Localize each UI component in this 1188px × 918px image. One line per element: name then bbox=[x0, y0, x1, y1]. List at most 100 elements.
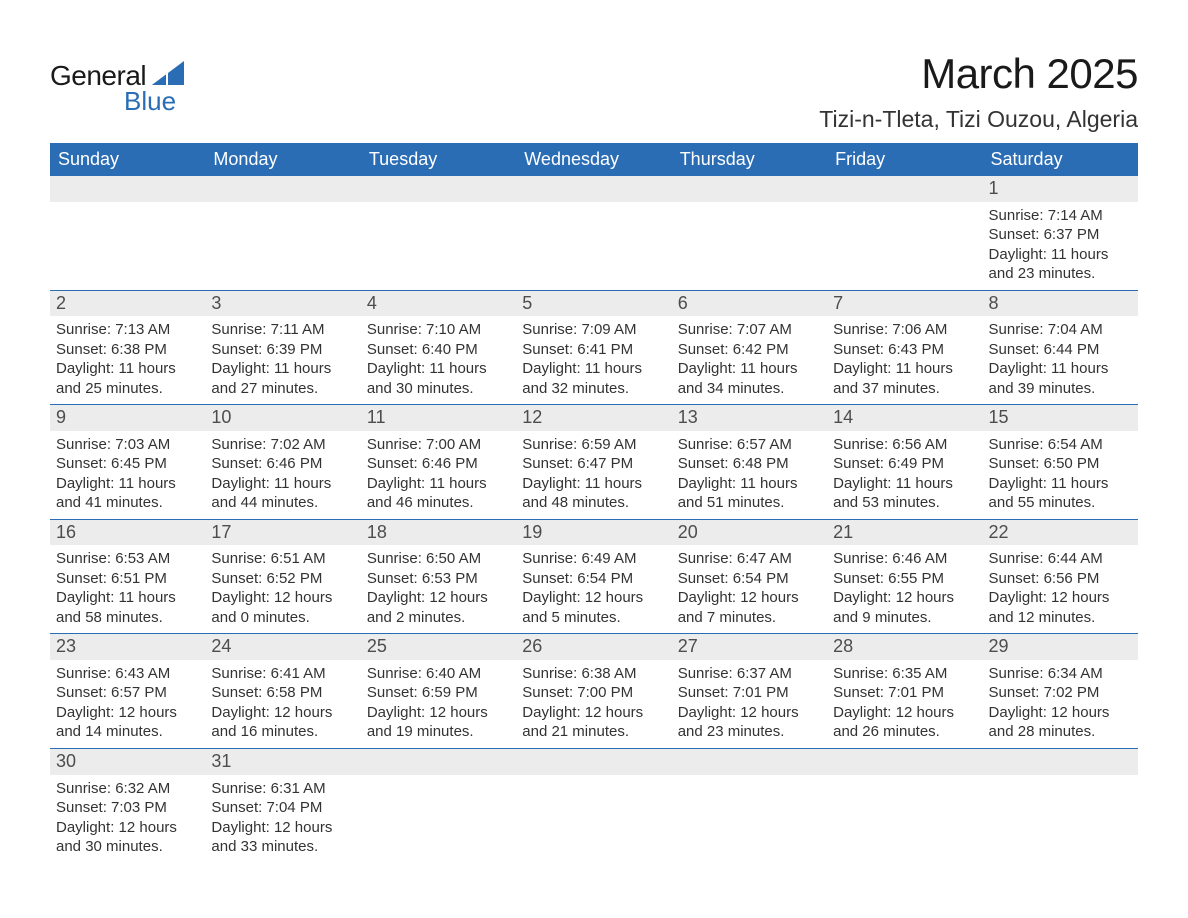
day-dl2: and 5 minutes. bbox=[522, 608, 665, 628]
logo: General Blue bbox=[50, 60, 184, 117]
day-sunrise: Sunrise: 6:57 AM bbox=[678, 435, 821, 455]
day-dl1: Daylight: 12 hours bbox=[211, 588, 354, 608]
calendar-cell: 16Sunrise: 6:53 AMSunset: 6:51 PMDayligh… bbox=[50, 519, 205, 634]
weekday-header: Tuesday bbox=[361, 143, 516, 176]
day-number: 15 bbox=[983, 405, 1138, 431]
weekday-header: Saturday bbox=[983, 143, 1138, 176]
day-body: Sunrise: 6:31 AMSunset: 7:04 PMDaylight:… bbox=[205, 775, 360, 863]
day-dl1: Daylight: 12 hours bbox=[989, 588, 1132, 608]
day-body: Sunrise: 6:51 AMSunset: 6:52 PMDaylight:… bbox=[205, 545, 360, 633]
day-number: 29 bbox=[983, 634, 1138, 660]
day-number: 22 bbox=[983, 520, 1138, 546]
day-sunrise: Sunrise: 6:37 AM bbox=[678, 664, 821, 684]
day-sunrise: Sunrise: 6:59 AM bbox=[522, 435, 665, 455]
day-dl1: Daylight: 11 hours bbox=[678, 359, 821, 379]
day-dl1: Daylight: 12 hours bbox=[522, 703, 665, 723]
day-body: Sunrise: 6:41 AMSunset: 6:58 PMDaylight:… bbox=[205, 660, 360, 748]
day-sunrise: Sunrise: 6:49 AM bbox=[522, 549, 665, 569]
day-body: Sunrise: 7:09 AMSunset: 6:41 PMDaylight:… bbox=[516, 316, 671, 404]
calendar-cell: 12Sunrise: 6:59 AMSunset: 6:47 PMDayligh… bbox=[516, 405, 671, 520]
day-number: 26 bbox=[516, 634, 671, 660]
day-number: 31 bbox=[205, 749, 360, 775]
day-body bbox=[983, 775, 1138, 795]
day-dl2: and 7 minutes. bbox=[678, 608, 821, 628]
day-number: 18 bbox=[361, 520, 516, 546]
day-sunrise: Sunrise: 7:09 AM bbox=[522, 320, 665, 340]
calendar-week-row: 23Sunrise: 6:43 AMSunset: 6:57 PMDayligh… bbox=[50, 634, 1138, 749]
day-number bbox=[516, 749, 671, 775]
day-number bbox=[205, 176, 360, 202]
calendar-cell: 5Sunrise: 7:09 AMSunset: 6:41 PMDaylight… bbox=[516, 290, 671, 405]
day-dl2: and 46 minutes. bbox=[367, 493, 510, 513]
day-number: 1 bbox=[983, 176, 1138, 202]
day-dl2: and 26 minutes. bbox=[833, 722, 976, 742]
day-dl1: Daylight: 11 hours bbox=[211, 359, 354, 379]
day-dl1: Daylight: 11 hours bbox=[367, 359, 510, 379]
calendar-cell: 29Sunrise: 6:34 AMSunset: 7:02 PMDayligh… bbox=[983, 634, 1138, 749]
day-sunset: Sunset: 6:54 PM bbox=[522, 569, 665, 589]
calendar-cell bbox=[361, 176, 516, 290]
day-body bbox=[50, 202, 205, 222]
day-dl1: Daylight: 11 hours bbox=[56, 588, 199, 608]
day-dl2: and 53 minutes. bbox=[833, 493, 976, 513]
day-sunrise: Sunrise: 7:02 AM bbox=[211, 435, 354, 455]
day-sunset: Sunset: 6:39 PM bbox=[211, 340, 354, 360]
day-dl2: and 30 minutes. bbox=[56, 837, 199, 857]
day-body: Sunrise: 7:03 AMSunset: 6:45 PMDaylight:… bbox=[50, 431, 205, 519]
calendar-cell: 22Sunrise: 6:44 AMSunset: 6:56 PMDayligh… bbox=[983, 519, 1138, 634]
day-number: 8 bbox=[983, 291, 1138, 317]
calendar-week-row: 2Sunrise: 7:13 AMSunset: 6:38 PMDaylight… bbox=[50, 290, 1138, 405]
day-dl2: and 0 minutes. bbox=[211, 608, 354, 628]
weekday-header-row: Sunday Monday Tuesday Wednesday Thursday… bbox=[50, 143, 1138, 176]
day-number: 14 bbox=[827, 405, 982, 431]
day-number bbox=[50, 176, 205, 202]
day-sunset: Sunset: 7:01 PM bbox=[678, 683, 821, 703]
calendar-week-row: 30Sunrise: 6:32 AMSunset: 7:03 PMDayligh… bbox=[50, 748, 1138, 862]
day-number bbox=[361, 749, 516, 775]
day-dl1: Daylight: 11 hours bbox=[56, 474, 199, 494]
day-dl1: Daylight: 12 hours bbox=[833, 703, 976, 723]
day-dl2: and 16 minutes. bbox=[211, 722, 354, 742]
calendar-week-row: 9Sunrise: 7:03 AMSunset: 6:45 PMDaylight… bbox=[50, 405, 1138, 520]
day-dl2: and 33 minutes. bbox=[211, 837, 354, 857]
day-dl1: Daylight: 12 hours bbox=[367, 588, 510, 608]
calendar-cell: 30Sunrise: 6:32 AMSunset: 7:03 PMDayligh… bbox=[50, 748, 205, 862]
day-dl1: Daylight: 12 hours bbox=[211, 818, 354, 838]
day-number: 12 bbox=[516, 405, 671, 431]
day-body: Sunrise: 6:38 AMSunset: 7:00 PMDaylight:… bbox=[516, 660, 671, 748]
day-sunset: Sunset: 6:55 PM bbox=[833, 569, 976, 589]
day-sunrise: Sunrise: 6:54 AM bbox=[989, 435, 1132, 455]
day-number: 16 bbox=[50, 520, 205, 546]
day-number bbox=[827, 749, 982, 775]
day-dl1: Daylight: 11 hours bbox=[833, 359, 976, 379]
day-sunrise: Sunrise: 6:53 AM bbox=[56, 549, 199, 569]
calendar-cell: 3Sunrise: 7:11 AMSunset: 6:39 PMDaylight… bbox=[205, 290, 360, 405]
day-number: 9 bbox=[50, 405, 205, 431]
day-sunrise: Sunrise: 6:38 AM bbox=[522, 664, 665, 684]
day-dl1: Daylight: 12 hours bbox=[678, 588, 821, 608]
day-sunset: Sunset: 6:59 PM bbox=[367, 683, 510, 703]
day-sunset: Sunset: 6:48 PM bbox=[678, 454, 821, 474]
day-dl2: and 48 minutes. bbox=[522, 493, 665, 513]
day-sunrise: Sunrise: 6:51 AM bbox=[211, 549, 354, 569]
calendar-cell: 2Sunrise: 7:13 AMSunset: 6:38 PMDaylight… bbox=[50, 290, 205, 405]
day-number: 30 bbox=[50, 749, 205, 775]
day-dl2: and 39 minutes. bbox=[989, 379, 1132, 399]
day-body bbox=[361, 775, 516, 795]
day-body: Sunrise: 7:00 AMSunset: 6:46 PMDaylight:… bbox=[361, 431, 516, 519]
day-body: Sunrise: 7:11 AMSunset: 6:39 PMDaylight:… bbox=[205, 316, 360, 404]
day-sunset: Sunset: 6:52 PM bbox=[211, 569, 354, 589]
day-body: Sunrise: 6:57 AMSunset: 6:48 PMDaylight:… bbox=[672, 431, 827, 519]
day-number: 11 bbox=[361, 405, 516, 431]
calendar-cell: 28Sunrise: 6:35 AMSunset: 7:01 PMDayligh… bbox=[827, 634, 982, 749]
day-sunset: Sunset: 6:50 PM bbox=[989, 454, 1132, 474]
day-number: 25 bbox=[361, 634, 516, 660]
day-number: 21 bbox=[827, 520, 982, 546]
day-dl1: Daylight: 12 hours bbox=[367, 703, 510, 723]
calendar-week-row: 16Sunrise: 6:53 AMSunset: 6:51 PMDayligh… bbox=[50, 519, 1138, 634]
day-dl1: Daylight: 11 hours bbox=[989, 359, 1132, 379]
day-sunrise: Sunrise: 6:56 AM bbox=[833, 435, 976, 455]
day-body: Sunrise: 6:56 AMSunset: 6:49 PMDaylight:… bbox=[827, 431, 982, 519]
day-body bbox=[516, 202, 671, 222]
calendar-cell: 9Sunrise: 7:03 AMSunset: 6:45 PMDaylight… bbox=[50, 405, 205, 520]
